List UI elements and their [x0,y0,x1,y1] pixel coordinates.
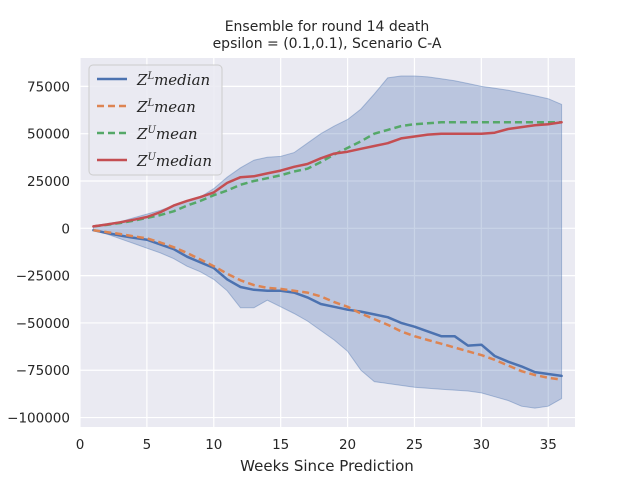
legend-label: ZUmedian [136,152,212,170]
y-axis-ticks: −100000 −75000 −50000 −25000 0 25000 50000 7500… [7,79,70,426]
x-tick-label: 30 [473,437,490,453]
legend-label: ZLmedian [136,71,210,89]
legend-label: ZLmean [136,98,196,116]
legend-label: ZUmean [136,125,198,143]
chart-subtitle: epsilon = (0.1,0.1), Scenario C-A [213,36,442,52]
y-tick-label: −75000 [16,363,70,379]
x-tick-label: 15 [272,437,289,453]
series-line [93,121,562,228]
legend-box [88,64,223,176]
y-tick-label: −25000 [16,269,70,285]
chart-title: Ensemble for round 14 death [225,19,430,35]
series-line [93,228,562,381]
series-layer [92,121,563,381]
x-tick-label: 25 [406,437,423,453]
x-tick-label: 10 [205,437,222,453]
series-line [92,228,563,378]
series-line [92,121,563,228]
x-tick-label: 5 [143,437,152,453]
legend: ZLmedian ZLmean ZUmean ZUmedian [88,64,223,176]
x-tick-label: 35 [540,437,557,453]
grid [79,58,575,427]
y-tick-label: 0 [61,221,70,237]
x-tick-label: 0 [76,437,85,453]
band-layer [92,75,563,409]
y-tick-label: 50000 [27,127,70,143]
y-tick-label: 75000 [27,79,70,95]
y-tick-label: −100000 [7,411,70,427]
y-tick-label: −50000 [16,316,70,332]
x-tick-label: 20 [339,437,356,453]
x-axis-ticks: 0 5 10 15 20 25 30 35 [76,437,557,453]
x-axis-label: Weeks Since Prediction [240,457,414,475]
uncertainty-band [92,75,563,409]
y-tick-label: 25000 [27,174,70,190]
